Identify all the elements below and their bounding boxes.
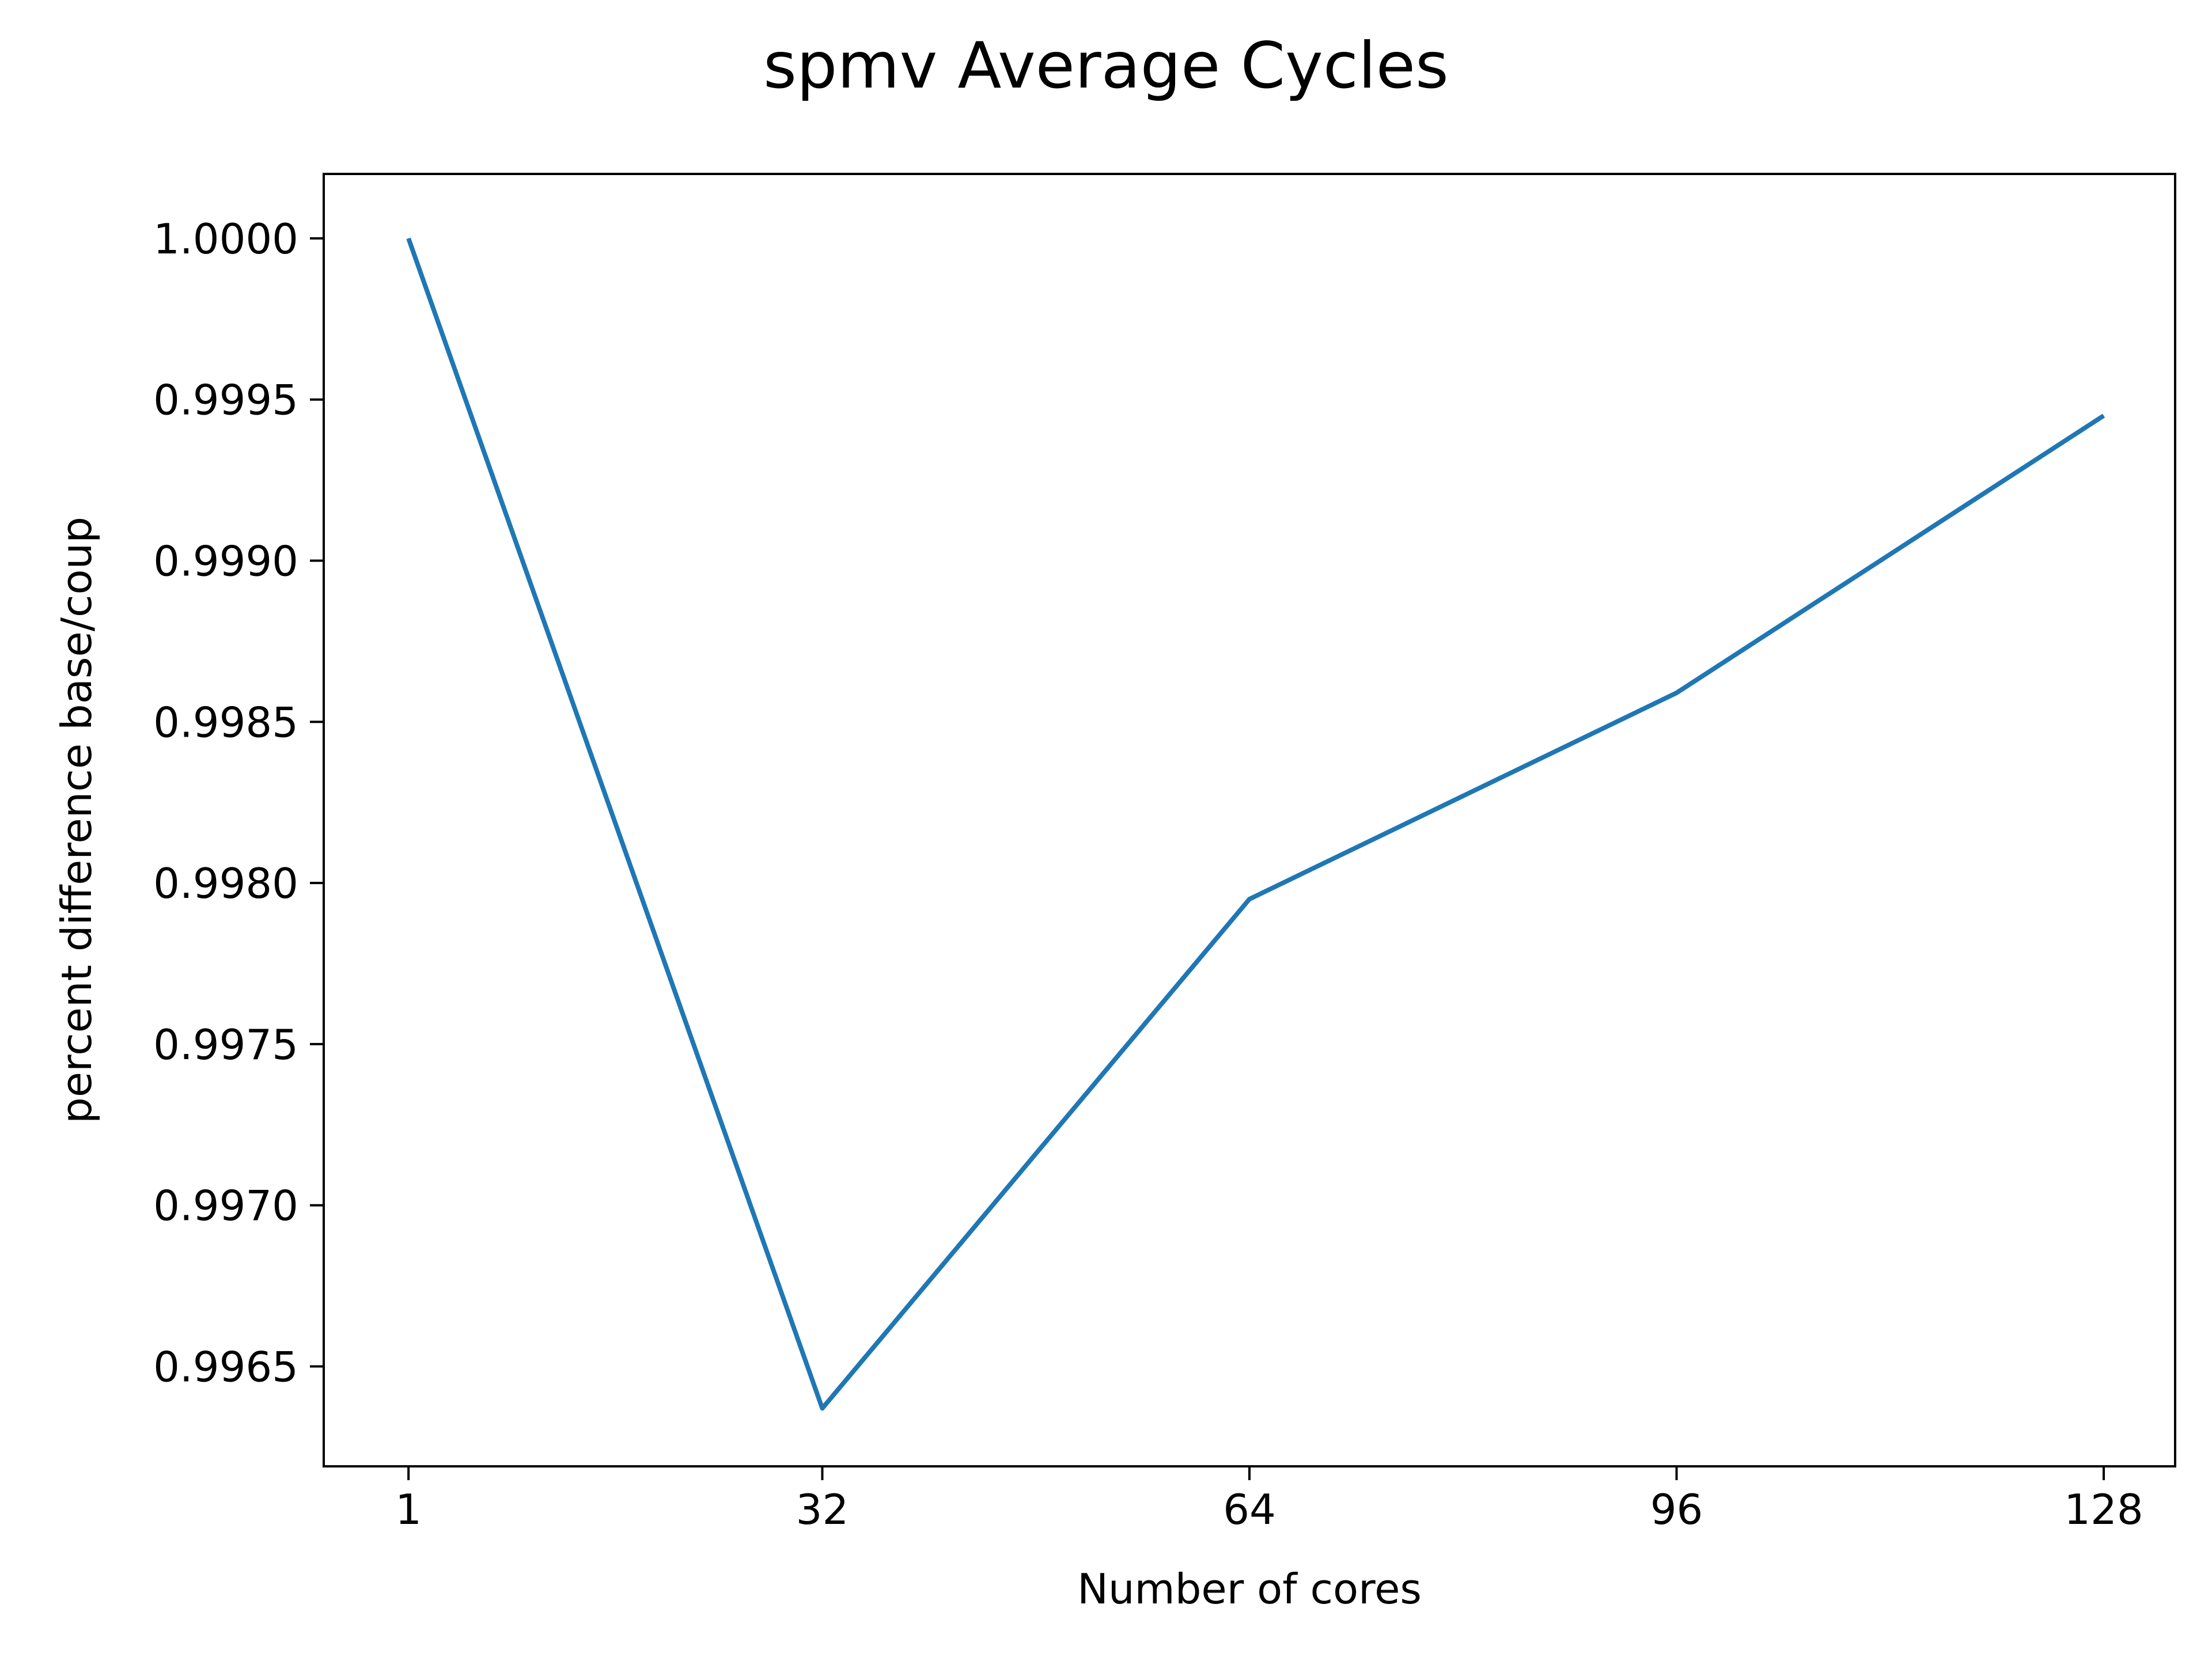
- x-tick-label: 32: [796, 1485, 849, 1534]
- x-tick-label: 128: [2064, 1485, 2143, 1534]
- data-point: [821, 1408, 823, 1409]
- x-tick-label: 64: [1223, 1485, 1276, 1534]
- y-tick-label: 0.9975: [153, 1021, 298, 1069]
- data-point: [1249, 898, 1250, 900]
- chart-title: spmv Average Cycles: [763, 29, 1449, 103]
- plot-frame: [323, 173, 2176, 1467]
- axes-layer: 1 32 64 96 128 0.9965 0.9970 0.9975 0.9980 0.9985…: [153, 215, 2143, 1534]
- y-tick-label: 0.9980: [153, 859, 298, 908]
- data-point: [1676, 692, 1677, 693]
- x-tick-label: 96: [1650, 1485, 1703, 1534]
- y-axis-label: percent difference base/coup: [52, 517, 101, 1124]
- x-tick-label: 1: [395, 1485, 422, 1534]
- y-tick-label: 1.0000: [153, 215, 298, 263]
- y-tick-label: 0.9995: [153, 376, 298, 424]
- series-layer: [406, 237, 2105, 1411]
- y-tick-label: 0.9985: [153, 698, 298, 746]
- y-tick-label: 0.9970: [153, 1182, 298, 1230]
- y-tick-label: 0.9990: [153, 537, 298, 586]
- y-tick-label: 0.9965: [153, 1343, 298, 1391]
- x-axis-label: Number of cores: [1077, 1565, 1422, 1613]
